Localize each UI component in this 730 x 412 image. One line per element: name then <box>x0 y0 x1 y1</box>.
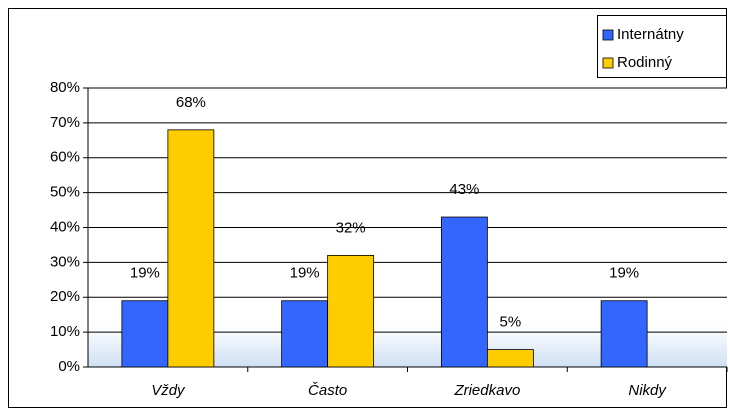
bar <box>327 254 375 368</box>
data-label: 68% <box>176 94 206 111</box>
data-label: 19% <box>290 265 320 282</box>
y-tick-label: 20% <box>50 288 80 305</box>
x-tick-label: Často <box>308 382 347 399</box>
x-tick-label: Zriedkavo <box>453 382 520 399</box>
x-tick-label: Nikdy <box>628 382 667 399</box>
y-tick-label: 60% <box>50 149 80 166</box>
y-tick-label: 70% <box>50 114 80 131</box>
bar <box>281 300 329 368</box>
data-label: 32% <box>336 219 366 236</box>
x-tick-label: Vždy <box>151 382 186 399</box>
y-tick-label: 80% <box>50 79 80 96</box>
legend-box <box>597 15 727 78</box>
bar <box>440 216 488 368</box>
bar <box>121 300 169 368</box>
legend-swatch <box>602 29 614 41</box>
legend-label: Rodinný <box>617 54 673 71</box>
data-label: 5% <box>500 314 522 331</box>
data-label: 19% <box>609 265 639 282</box>
y-tick-label: 40% <box>50 218 80 235</box>
legend-swatch <box>602 57 614 69</box>
bar <box>486 349 534 368</box>
y-tick-label: 50% <box>50 184 80 201</box>
bar <box>167 129 215 368</box>
y-tick-label: 0% <box>58 358 80 375</box>
legend-label: Internátny <box>617 26 684 43</box>
y-tick-label: 30% <box>50 253 80 270</box>
data-label: 43% <box>449 181 479 198</box>
data-label: 19% <box>130 265 160 282</box>
y-tick-label: 10% <box>50 323 80 340</box>
bar <box>600 300 648 368</box>
